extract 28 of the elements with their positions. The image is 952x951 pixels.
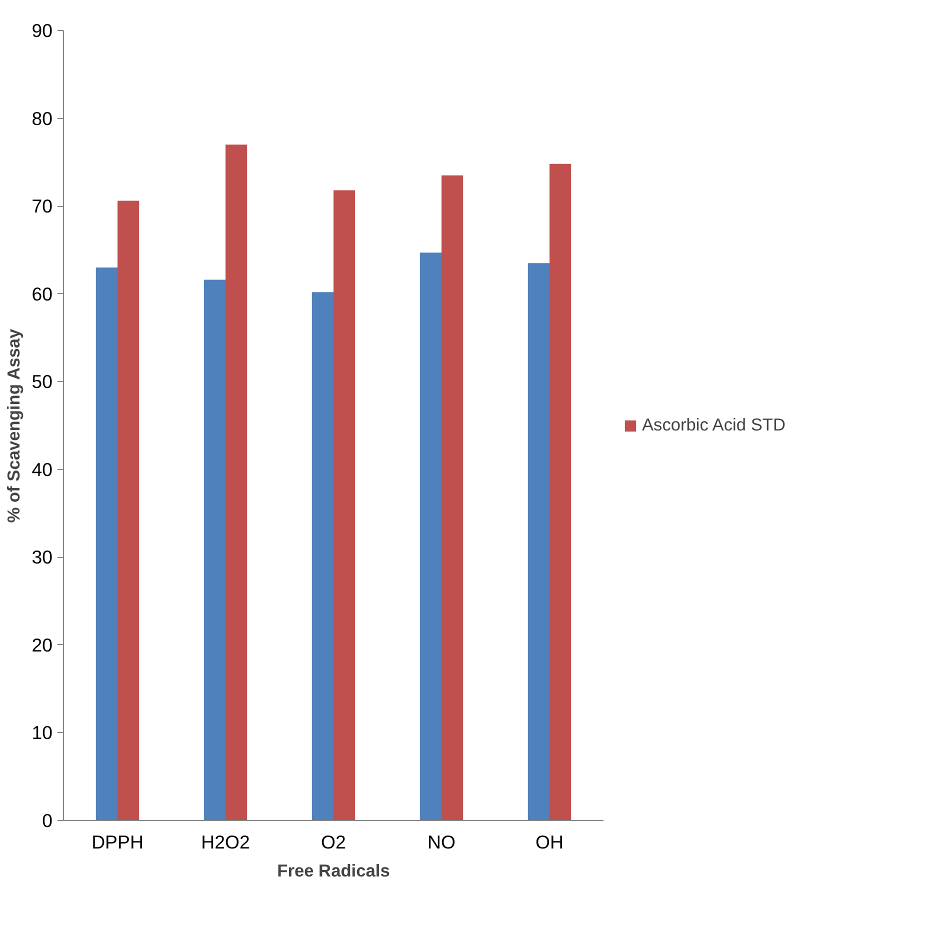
x-tick-label: O2 xyxy=(321,832,346,852)
y-tick-label: 30 xyxy=(32,546,53,568)
bar xyxy=(96,268,118,820)
y-tick-label: 70 xyxy=(32,196,53,217)
x-tick-label: DPPH xyxy=(92,832,144,852)
bar xyxy=(420,252,442,820)
y-tick-label: 40 xyxy=(32,458,53,480)
bar xyxy=(334,190,356,820)
y-tick-label: 10 xyxy=(32,722,53,744)
y-tick-label: 50 xyxy=(32,371,53,392)
y-tick-label: 60 xyxy=(32,283,53,304)
x-tick-label: OH xyxy=(536,832,564,852)
bar xyxy=(226,144,248,820)
bar xyxy=(312,292,334,820)
y-tick-label: 90 xyxy=(32,20,53,41)
bar xyxy=(550,164,572,820)
bar xyxy=(118,200,140,820)
y-tick-label: 80 xyxy=(32,108,53,129)
legend-label: Ascorbic Acid STD xyxy=(642,414,786,436)
bar xyxy=(528,263,550,820)
bar xyxy=(442,175,464,820)
y-tick-label: 0 xyxy=(42,810,53,831)
y-axis-title: % of Scavenging Assay xyxy=(4,328,24,523)
bar xyxy=(204,280,226,820)
x-axis-title: Free Radicals xyxy=(277,860,390,880)
x-tick-label: NO xyxy=(428,832,456,852)
x-tick-label: H2O2 xyxy=(201,832,250,852)
y-tick-label: 20 xyxy=(32,634,53,656)
